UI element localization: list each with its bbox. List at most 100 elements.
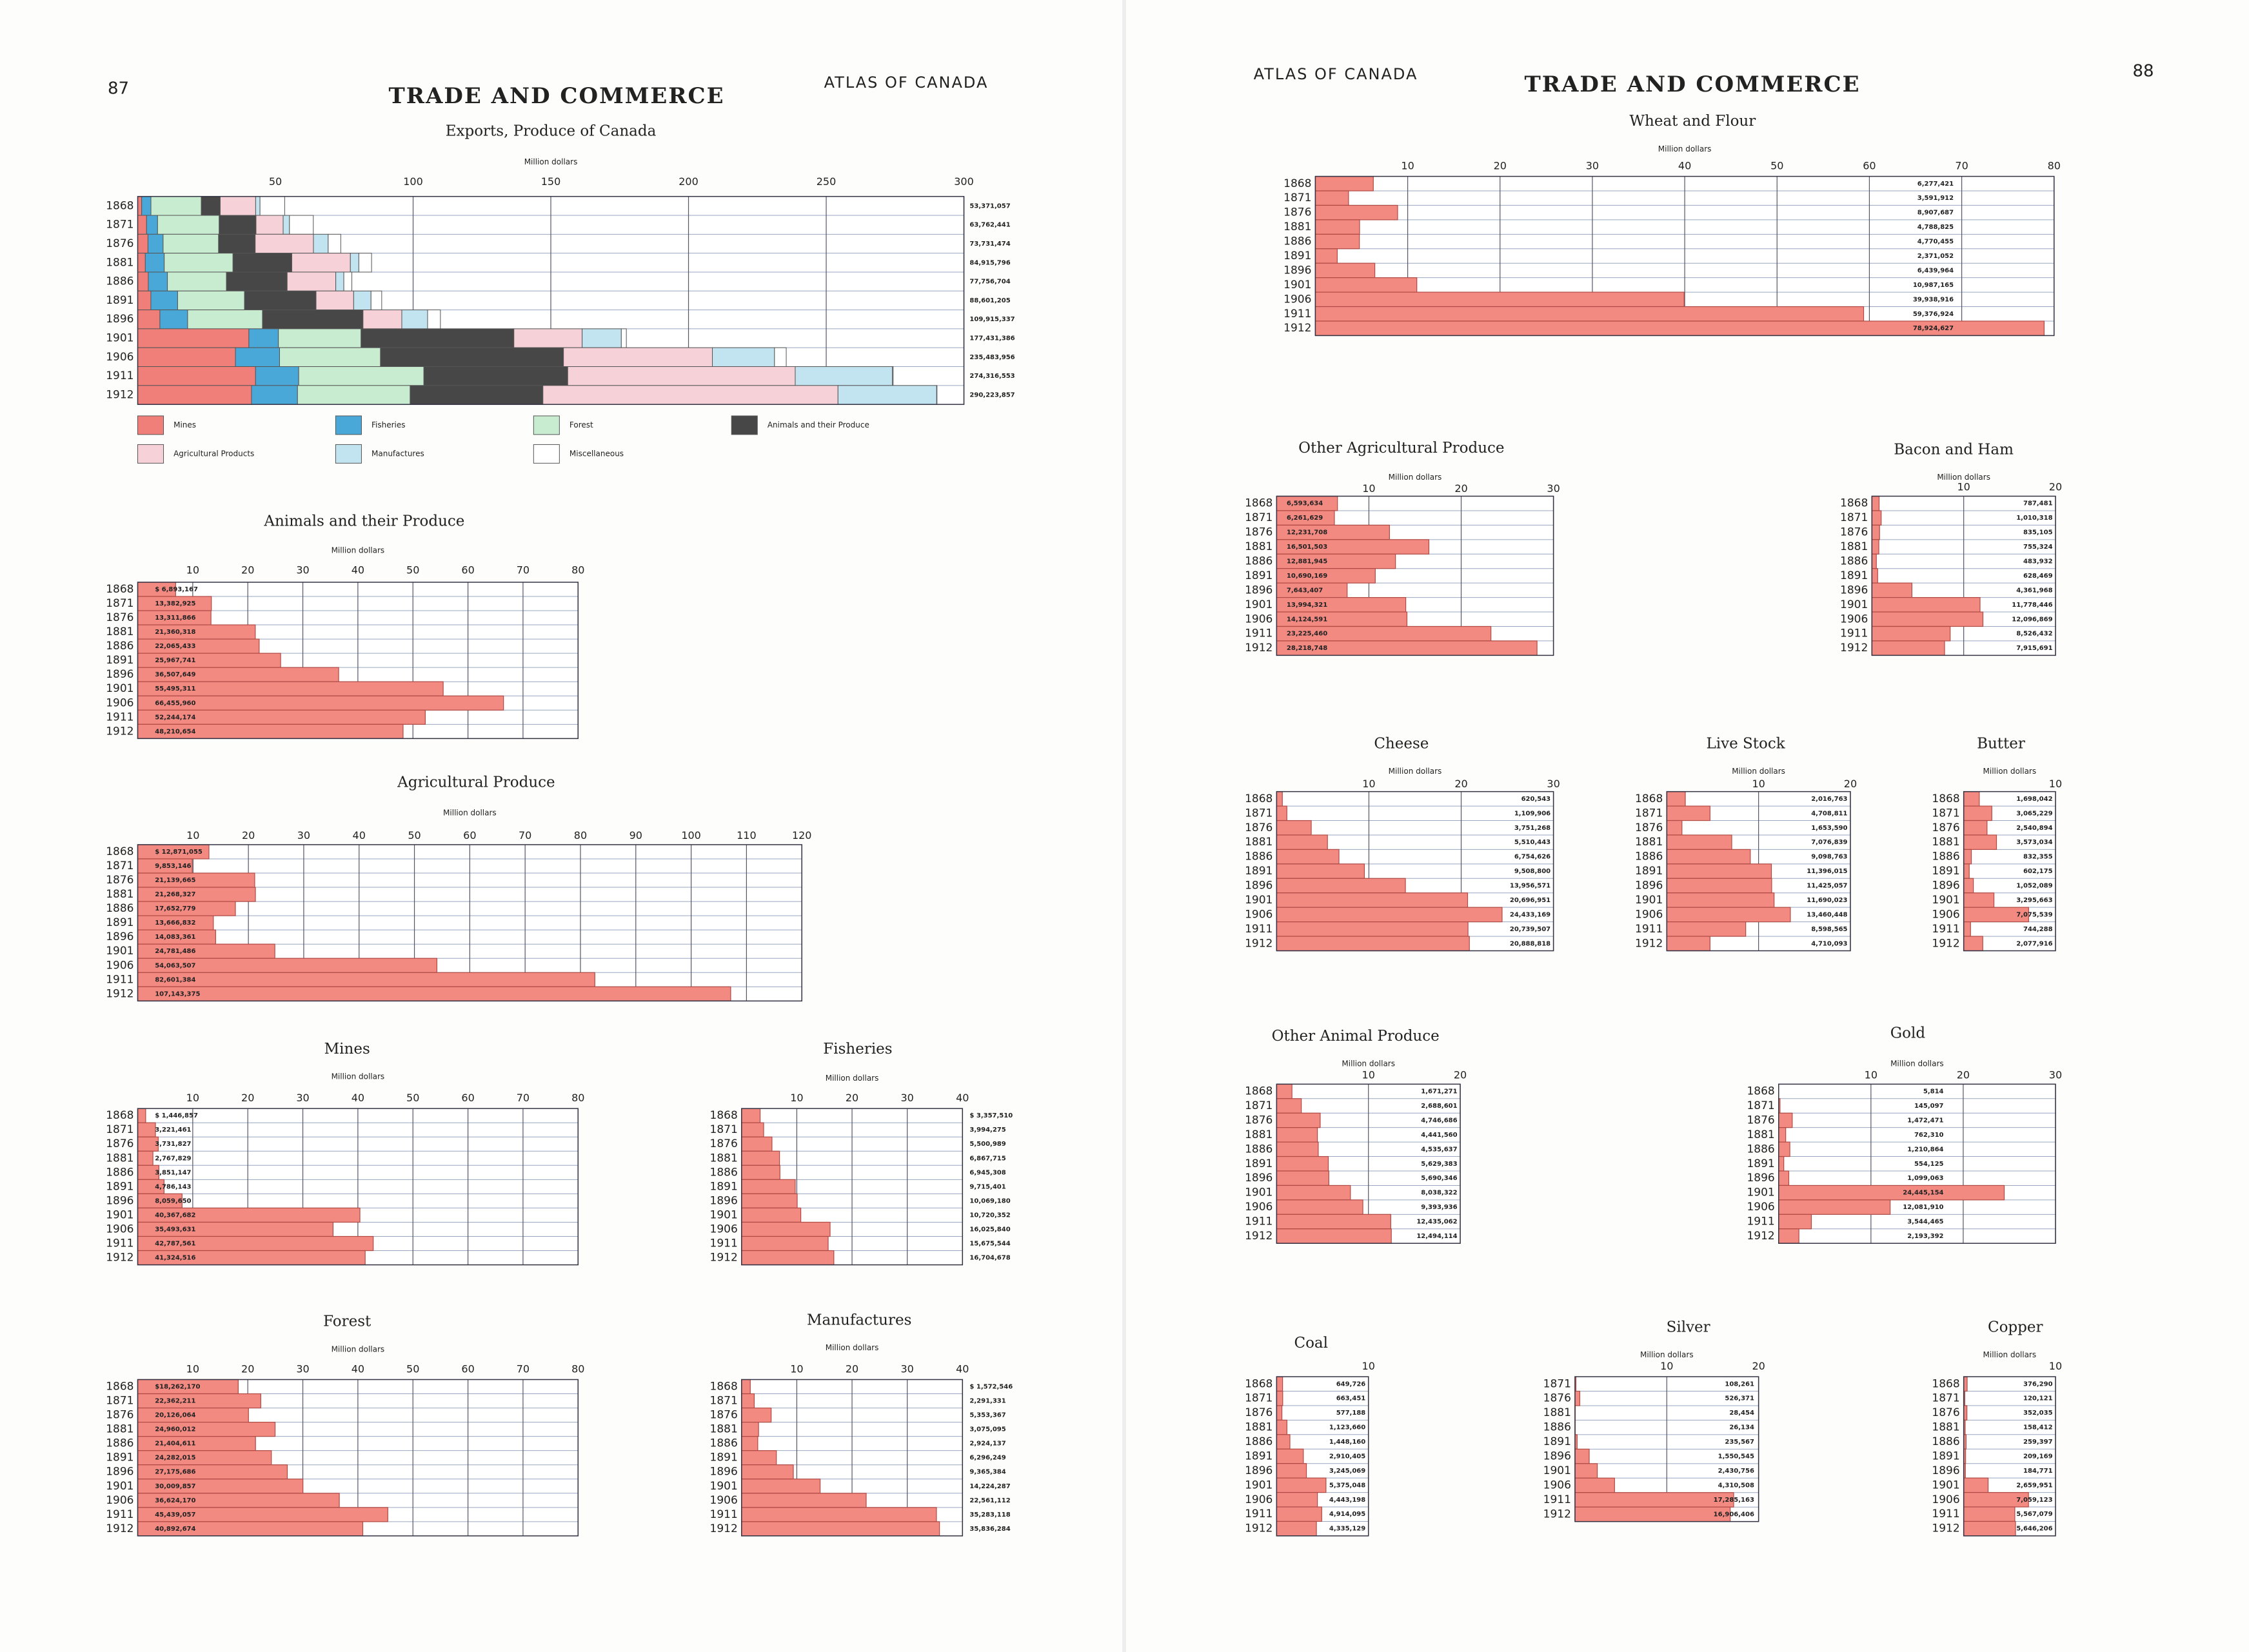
value-label: 1,550,545 <box>1718 1453 1754 1460</box>
year-label: 1891 <box>106 654 134 667</box>
year-label: 1871 <box>106 219 134 231</box>
bar <box>1963 878 1974 894</box>
value-label: 12,081,910 <box>1903 1204 1943 1211</box>
bar <box>1276 1419 1287 1435</box>
x-tick-label: 40 <box>956 1092 969 1104</box>
value-label: 41,324,516 <box>155 1255 195 1262</box>
bar-segment <box>137 233 148 254</box>
year-label: 1901 <box>1245 598 1273 611</box>
value-label: 1,052,089 <box>2016 883 2052 890</box>
value-label: $ 6,893,167 <box>155 586 198 593</box>
value-label: 24,445,154 <box>1903 1190 1943 1197</box>
bar <box>1574 1492 1734 1508</box>
value-label: 16,704,678 <box>969 1255 1010 1262</box>
total-label: 73,731,474 <box>969 241 1010 248</box>
value-label: 1,448,160 <box>1329 1439 1365 1446</box>
x-tick-label: 70 <box>517 1362 530 1375</box>
year-label: 1886 <box>1245 555 1273 567</box>
value-label: 35,836,284 <box>969 1526 1010 1533</box>
chart-title: Forest <box>323 1313 372 1330</box>
bar <box>1963 1506 2016 1522</box>
x-tick-label: 10 <box>186 1092 199 1104</box>
bar-segment <box>315 290 354 311</box>
bar <box>1276 1448 1304 1464</box>
bar-segment <box>255 196 261 216</box>
year-label: 1912 <box>1543 1508 1571 1520</box>
bar <box>137 1108 146 1123</box>
x-tick-label: 20 <box>241 1092 254 1104</box>
year-label: 1896 <box>106 668 134 681</box>
year-label: 1911 <box>1245 923 1273 936</box>
value-label: 6,296,249 <box>969 1455 1006 1462</box>
legend-label: Animals and their Produce <box>768 420 869 429</box>
bar-segment <box>137 215 147 235</box>
bar-segment <box>148 271 168 291</box>
total-label: 53,371,057 <box>969 202 1010 210</box>
year-label: 1886 <box>1932 1435 1959 1448</box>
x-tick-label: 50 <box>269 175 282 188</box>
axis-label: Million dollars <box>1890 1059 1944 1068</box>
bar-segment <box>137 385 252 405</box>
plot-frame <box>1276 1376 1369 1537</box>
bar-segment <box>159 310 188 329</box>
bar-segment <box>187 310 263 329</box>
value-label: 9,508,800 <box>1514 868 1551 875</box>
bar <box>1276 1141 1319 1157</box>
bar-segment <box>248 328 279 348</box>
bar-segment <box>259 196 285 216</box>
bar-segment <box>837 385 937 405</box>
value-label: 2,767,829 <box>155 1155 191 1162</box>
x-tick-label: 40 <box>956 1362 969 1375</box>
bar <box>1871 596 1981 613</box>
year-label: 1901 <box>710 1208 738 1221</box>
value-label: 3,591,912 <box>1917 195 1954 202</box>
year-label: 1906 <box>1932 908 1959 921</box>
bar <box>1314 175 1374 192</box>
year-label: 1868 <box>1840 497 1868 510</box>
bar <box>1276 1112 1321 1128</box>
page-number: 87 <box>108 79 129 99</box>
year-label: 1896 <box>1932 880 1959 892</box>
value-label: 2,016,763 <box>1811 796 1847 803</box>
year-label: 1871 <box>710 1395 738 1408</box>
value-label: 145,097 <box>1914 1103 1944 1110</box>
value-label: 22,362,211 <box>155 1398 195 1405</box>
x-tick-label: 20 <box>241 564 254 576</box>
year-label: 1886 <box>710 1437 738 1450</box>
bar-segment <box>542 385 838 405</box>
plot-frame <box>1963 791 2056 952</box>
bar-segment <box>410 385 544 405</box>
bar <box>741 1179 796 1194</box>
x-tick-label: 20 <box>241 1362 254 1375</box>
year-label: 1871 <box>106 1123 134 1136</box>
year-label: 1886 <box>106 1437 134 1450</box>
legend-label: Miscellaneous <box>570 449 624 458</box>
year-label: 1891 <box>106 294 134 307</box>
value-label: 10,069,180 <box>969 1197 1010 1205</box>
value-label: $18,262,170 <box>155 1384 200 1391</box>
year-label: 1886 <box>1245 1143 1273 1155</box>
bar <box>1314 190 1349 206</box>
bar <box>1871 568 1878 584</box>
x-tick-label: 300 <box>954 175 974 188</box>
bar <box>741 1150 780 1166</box>
bar <box>741 1479 821 1494</box>
bar <box>1963 820 1988 836</box>
year-label: 1876 <box>1932 821 1959 834</box>
value-label: 2,910,405 <box>1329 1453 1365 1460</box>
value-label: 1,123,660 <box>1329 1424 1365 1431</box>
bar <box>1574 1448 1590 1464</box>
year-label: 1876 <box>106 1409 134 1422</box>
legend-swatch <box>533 444 560 464</box>
value-label: 1,472,471 <box>1907 1117 1943 1124</box>
year-label: 1901 <box>1283 279 1311 291</box>
value-label: 3,851,147 <box>155 1169 191 1176</box>
bar-segment <box>167 271 227 291</box>
plot-frame <box>1666 791 1851 952</box>
year-label: 1876 <box>1932 1406 1959 1419</box>
x-tick-label: 70 <box>517 564 530 576</box>
value-label: 14,124,591 <box>1287 616 1327 623</box>
x-tick-label: 60 <box>461 1092 474 1104</box>
year-label: 1871 <box>106 1395 134 1408</box>
value-label: 1,653,590 <box>1811 825 1847 832</box>
